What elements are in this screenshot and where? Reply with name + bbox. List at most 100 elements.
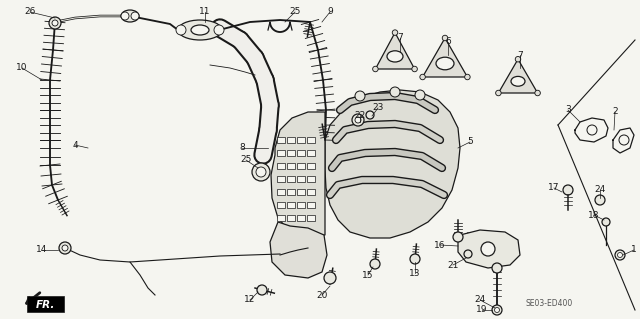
Bar (277, 215, 285, 221)
Text: 2: 2 (612, 108, 618, 116)
Circle shape (495, 308, 499, 313)
Circle shape (492, 263, 502, 273)
Bar (287, 215, 295, 221)
Text: 4: 4 (72, 140, 78, 150)
Bar (277, 137, 285, 143)
Bar (277, 150, 285, 156)
Bar (277, 176, 285, 182)
Circle shape (619, 135, 629, 145)
Bar (277, 202, 285, 208)
Text: 22: 22 (355, 110, 365, 120)
Circle shape (49, 17, 61, 29)
Text: 13: 13 (409, 269, 420, 278)
Circle shape (515, 56, 521, 62)
Text: 17: 17 (548, 183, 560, 192)
Text: 25: 25 (240, 155, 252, 165)
Circle shape (372, 66, 378, 72)
Bar (287, 150, 295, 156)
Circle shape (481, 242, 495, 256)
Text: 11: 11 (199, 8, 211, 17)
Circle shape (563, 185, 573, 195)
Text: 15: 15 (362, 271, 374, 279)
Bar (297, 189, 305, 195)
Circle shape (121, 12, 129, 20)
Bar (307, 215, 315, 221)
Circle shape (324, 272, 336, 284)
Bar (297, 202, 305, 208)
Circle shape (615, 250, 625, 260)
Circle shape (602, 218, 610, 226)
Text: 20: 20 (316, 291, 328, 300)
Bar (307, 150, 315, 156)
Bar (307, 202, 315, 208)
Circle shape (442, 35, 448, 41)
Circle shape (535, 90, 540, 96)
Text: 6: 6 (445, 38, 451, 47)
Polygon shape (422, 38, 467, 77)
Bar (297, 163, 305, 169)
Circle shape (595, 195, 605, 205)
Polygon shape (376, 33, 415, 69)
Circle shape (256, 167, 266, 177)
Circle shape (420, 74, 426, 80)
Circle shape (252, 163, 270, 181)
Text: 24: 24 (595, 186, 605, 195)
Text: 23: 23 (372, 103, 384, 113)
Bar (297, 150, 305, 156)
Text: 19: 19 (476, 306, 488, 315)
Circle shape (464, 250, 472, 258)
Circle shape (62, 245, 68, 251)
Bar (307, 189, 315, 195)
Ellipse shape (511, 76, 525, 86)
Text: SE03-ED400: SE03-ED400 (526, 299, 573, 308)
Text: 10: 10 (16, 63, 28, 72)
Circle shape (352, 114, 364, 126)
Circle shape (370, 259, 380, 269)
Bar (307, 176, 315, 182)
Circle shape (415, 90, 425, 100)
Ellipse shape (436, 57, 454, 70)
Polygon shape (499, 59, 538, 93)
Text: 7: 7 (397, 33, 403, 42)
Ellipse shape (387, 51, 403, 62)
Circle shape (131, 12, 139, 20)
Circle shape (176, 25, 186, 35)
Circle shape (465, 74, 470, 80)
Bar (307, 137, 315, 143)
Polygon shape (271, 112, 325, 238)
Text: 14: 14 (36, 246, 48, 255)
Circle shape (214, 25, 224, 35)
Circle shape (587, 125, 597, 135)
Ellipse shape (191, 25, 209, 35)
Circle shape (390, 87, 400, 97)
Bar (297, 137, 305, 143)
Circle shape (412, 66, 417, 72)
Circle shape (52, 20, 58, 26)
Bar (277, 189, 285, 195)
Circle shape (59, 242, 71, 254)
Text: 12: 12 (244, 295, 256, 305)
Ellipse shape (121, 10, 139, 22)
Circle shape (355, 91, 365, 101)
Circle shape (492, 305, 502, 315)
Bar (287, 137, 295, 143)
Bar (297, 176, 305, 182)
Polygon shape (458, 230, 520, 268)
Text: 7: 7 (517, 50, 523, 60)
Text: 8: 8 (239, 144, 245, 152)
Circle shape (392, 30, 397, 35)
Circle shape (453, 232, 463, 242)
Text: FR.: FR. (35, 300, 54, 310)
Bar (287, 202, 295, 208)
Bar (297, 215, 305, 221)
Bar (307, 163, 315, 169)
Text: 3: 3 (565, 106, 571, 115)
Text: 9: 9 (327, 8, 333, 17)
Text: 21: 21 (447, 261, 459, 270)
Text: 25: 25 (289, 8, 301, 17)
Circle shape (257, 285, 267, 295)
Circle shape (366, 111, 374, 119)
Text: 5: 5 (467, 137, 473, 146)
FancyBboxPatch shape (27, 296, 64, 312)
Polygon shape (325, 90, 460, 238)
